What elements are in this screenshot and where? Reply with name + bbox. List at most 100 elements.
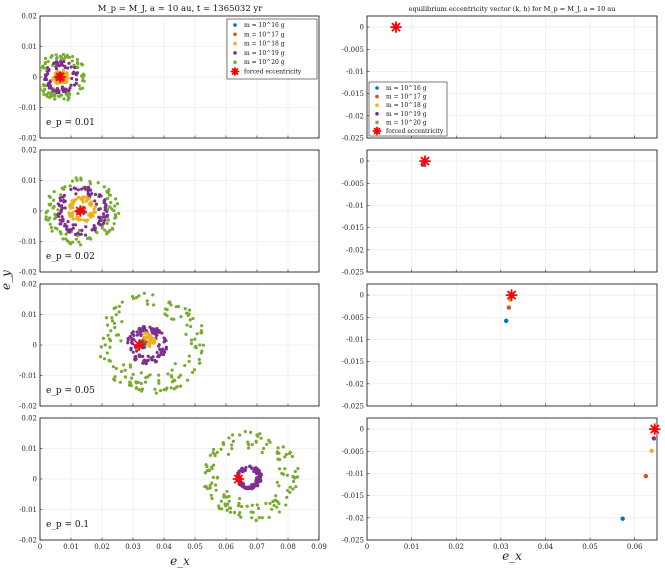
equilibrium-point-m1e16 [504, 318, 509, 324]
point-m1e19 [83, 185, 87, 190]
point-m1e19 [63, 65, 67, 70]
point-m1e20 [228, 510, 233, 514]
legend-label: forced eccentricity [386, 128, 444, 135]
point-m1e20 [107, 337, 112, 341]
point-m1e19 [79, 232, 83, 236]
point-m1e20 [114, 313, 118, 317]
legend-label: m = 10^20 g [244, 59, 285, 66]
y-tick-label: 0 [360, 158, 364, 166]
point-m1e19 [94, 202, 99, 206]
point-m1e19 [71, 223, 75, 227]
point-m1e19 [62, 59, 66, 64]
point-m1e20 [110, 316, 114, 320]
y-tick-label: -0.01 [19, 238, 37, 246]
point-m1e19 [60, 208, 64, 212]
point-m1e20 [264, 501, 268, 505]
point-m1e20 [210, 496, 214, 501]
point-m1e19 [76, 188, 80, 192]
point-m1e20 [57, 94, 61, 99]
point-m1e20 [48, 216, 52, 220]
left-panel-2: 0.02 0.01 0 -0.01 -0.02 e_p = 0.02 [19, 147, 320, 277]
point-m1e19 [157, 330, 161, 334]
point-m1e20 [172, 317, 176, 321]
point-m1e20 [291, 479, 296, 484]
point-m1e19 [73, 187, 78, 191]
point-m1e19 [149, 356, 153, 360]
point-m1e20 [151, 303, 156, 307]
point-m1e19 [43, 73, 48, 77]
point-m1e20 [109, 329, 113, 333]
point-m1e20 [170, 368, 174, 372]
y-tick-label: -0.005 [342, 46, 364, 54]
y-tick-label: 0 [360, 292, 364, 300]
point-m1e20 [197, 361, 202, 365]
point-m1e19 [84, 225, 88, 229]
point-m1e19 [58, 211, 62, 216]
point-m1e19 [133, 358, 137, 362]
point-m1e20 [170, 380, 175, 384]
point-m1e20 [112, 222, 116, 226]
point-m1e20 [134, 386, 138, 390]
point-m1e20 [68, 184, 72, 188]
point-m1e19 [92, 223, 96, 228]
point-m1e20 [190, 370, 195, 375]
point-m1e20 [43, 62, 48, 66]
point-m1e20 [137, 388, 141, 392]
point-m1e20 [77, 240, 81, 244]
point-m1e20 [208, 453, 213, 457]
point-m1e20 [114, 333, 119, 337]
point-m1e20 [157, 381, 161, 385]
scatter-points [36, 52, 86, 102]
x-tick-label: 0 [38, 543, 42, 551]
point-m1e20 [105, 351, 109, 355]
point-m1e19 [250, 486, 254, 490]
x-tick-label: 0.03 [493, 543, 509, 551]
y-tick-label: -0.01 [346, 470, 364, 478]
x-tick-label: 0.01 [404, 543, 420, 551]
point-m1e20 [256, 434, 260, 438]
point-m1e20 [225, 508, 229, 512]
equilibrium-point-m1e17 [506, 305, 512, 310]
legend-marker [233, 51, 237, 55]
legend-marker [375, 120, 379, 125]
point-m1e19 [155, 333, 159, 337]
y-tick-label: -0.01 [19, 372, 37, 380]
y-tick-label: 0 [33, 208, 37, 216]
point-m1e20 [36, 69, 39, 72]
point-m1e20 [108, 359, 112, 363]
point-m1e20 [54, 57, 59, 61]
point-m1e19 [142, 324, 146, 329]
y-tick-label: 0.02 [21, 147, 37, 155]
scatter-points [203, 429, 300, 523]
point-m1e20 [110, 319, 115, 323]
point-m1e20 [230, 443, 234, 447]
y-tick-label: -0.015 [342, 358, 364, 366]
point-m1e18 [81, 197, 85, 202]
point-m1e20 [54, 53, 58, 57]
point-m1e19 [93, 228, 97, 232]
point-m1e20 [211, 475, 215, 479]
forced-eccentricity-marker [505, 289, 518, 301]
legend-label: m = 10^17 g [244, 31, 285, 38]
point-m1e20 [272, 503, 276, 508]
point-m1e20 [77, 228, 82, 232]
point-m1e20 [157, 379, 161, 383]
point-m1e20 [258, 432, 262, 436]
point-m1e20 [274, 494, 278, 498]
point-m1e20 [283, 455, 287, 459]
point-m1e18 [82, 218, 86, 222]
point-m1e20 [200, 349, 204, 353]
point-m1e20 [217, 504, 221, 508]
left-panel-4: 0 0.01 0.02 0.03 0.04 0.05 0.06 0.07 0.08 0.09 0.0… [19, 415, 327, 552]
point-m1e18 [89, 204, 93, 208]
point-m1e19 [146, 354, 150, 358]
point-m1e20 [214, 483, 218, 487]
point-m1e19 [70, 76, 74, 81]
point-m1e20 [193, 345, 197, 349]
point-m1e20 [143, 380, 148, 384]
y-tick-label: -0.01 [19, 506, 37, 514]
point-m1e20 [113, 204, 117, 208]
x-tick-label: 0.05 [582, 543, 598, 551]
point-m1e20 [105, 323, 110, 327]
